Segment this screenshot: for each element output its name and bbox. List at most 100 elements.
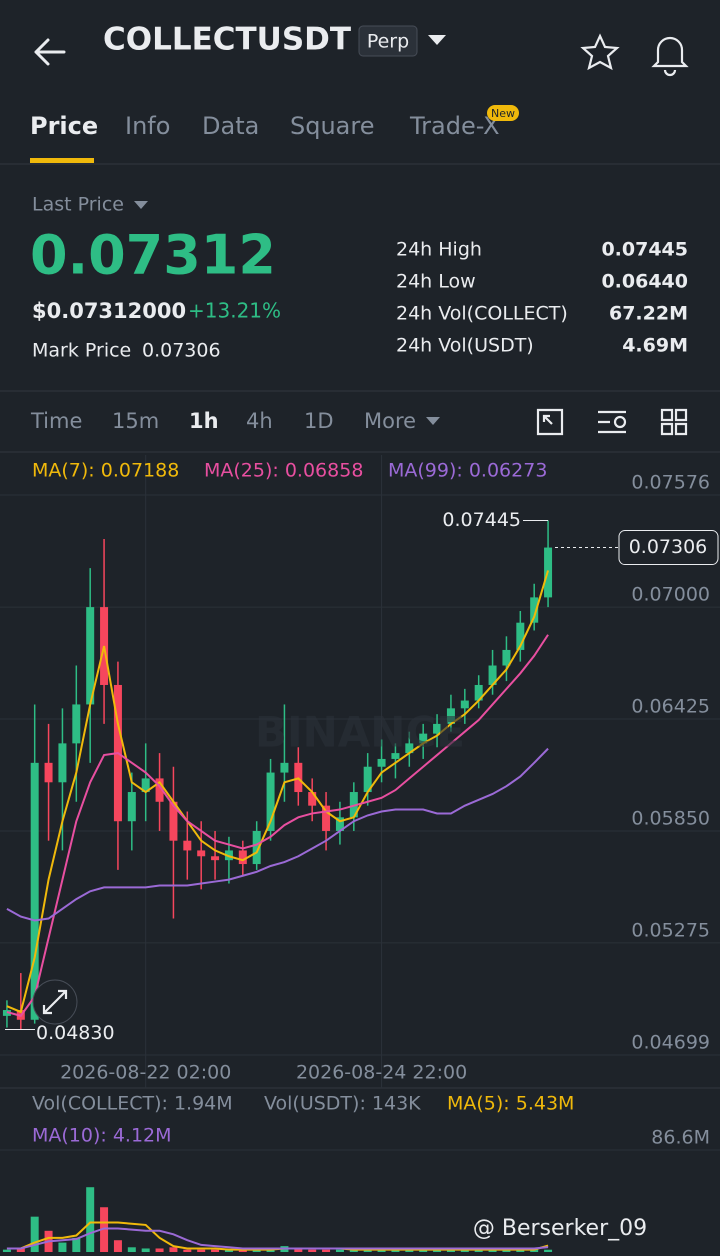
- volume-bar: [377, 1249, 386, 1252]
- volume-bar: [113, 1240, 122, 1252]
- volume-bar: [16, 1248, 25, 1252]
- x-tick-label: 2026-08-24 22:00: [296, 1062, 467, 1084]
- interval[interactable]: 15m: [112, 409, 159, 433]
- stat-value: 67.22M: [609, 303, 688, 325]
- stat-value: 0.07445: [601, 239, 688, 261]
- volume-bar: [72, 1237, 81, 1252]
- candle-body: [502, 649, 511, 666]
- candle-body: [197, 850, 206, 857]
- candle-body: [183, 840, 192, 851]
- symbol-dropdown[interactable]: [428, 35, 446, 45]
- ma-line: [6, 570, 550, 1014]
- last-price-label[interactable]: Last Price: [32, 194, 124, 216]
- usd-price: $0.07312000: [32, 299, 186, 323]
- candle-body: [335, 817, 344, 831]
- volume-bar: [308, 1249, 317, 1252]
- price-chart: 0.07576 0.07000 0.06425 0.05850 0.05275 0.046…: [0, 455, 720, 1088]
- candle-body: [419, 733, 428, 744]
- volume-bar: [433, 1249, 442, 1252]
- y-tick-label: 0.07576: [631, 472, 710, 494]
- candle-body: [141, 778, 150, 793]
- ma-line: [6, 634, 549, 1018]
- x-tick-label: 2026-08-22 02:00: [60, 1062, 231, 1084]
- settings-button[interactable]: [598, 410, 627, 434]
- perp-badge[interactable]: Perp: [367, 31, 409, 53]
- volume-bar: [197, 1249, 206, 1252]
- candle-body: [446, 708, 455, 724]
- tab[interactable]: Square: [290, 112, 375, 140]
- intervals: Time 15m 1h 4h 1D More: [30, 409, 416, 433]
- price-box: [618, 530, 719, 566]
- chart-tool-button[interactable]: [536, 408, 564, 436]
- volume-bar: [224, 1249, 233, 1252]
- stat-label: 24h Low: [396, 271, 476, 293]
- candle-body: [127, 792, 136, 822]
- candle-body: [433, 723, 442, 734]
- volume-chart: 86.6M Vol(COLLECT): 1.94M Vol(USDT): 143K M…: [0, 1093, 720, 1252]
- candle-body: [86, 607, 95, 705]
- volume-legend: MA(5): 5.43M: [447, 1093, 574, 1115]
- ma-line: [6, 747, 549, 922]
- candle-body: [377, 758, 386, 767]
- interval[interactable]: 4h: [246, 409, 273, 433]
- candle-body: [530, 597, 539, 623]
- stat-label: 24h High: [396, 239, 482, 261]
- back-button[interactable]: [34, 38, 66, 66]
- candle-body: [58, 743, 67, 783]
- tab-underline: [30, 158, 94, 163]
- volume-bar: [86, 1187, 95, 1252]
- candle-body: [308, 792, 317, 806]
- dropdown: [134, 201, 148, 209]
- y-tick-label: 0.06425: [631, 696, 710, 718]
- volume-bar: [349, 1249, 358, 1252]
- volume-bar: [474, 1249, 483, 1252]
- mark-price-label: Mark Price: [32, 340, 131, 362]
- tab[interactable]: Trade-X: [409, 112, 500, 140]
- volume-legend: Vol(USDT): 143K: [264, 1093, 421, 1115]
- candle-body: [363, 766, 372, 793]
- y-tick-label: 0.07000: [631, 584, 710, 606]
- symbol-title: COLLECTUSDT: [103, 22, 351, 58]
- candle-body: [30, 762, 39, 1020]
- legend-entry: MA(99): 0.06273: [388, 460, 547, 482]
- interval[interactable]: 1D: [304, 409, 334, 433]
- volume-bar: [460, 1249, 469, 1252]
- stats: 24h High 0.07445 24h Low 0.06440 24h Vol(COL…: [396, 239, 688, 357]
- interval[interactable]: More: [364, 409, 416, 433]
- volume-legend: Vol(COLLECT): 1.94M: [32, 1093, 233, 1115]
- candle-body: [391, 753, 400, 759]
- candle-body: [155, 778, 164, 802]
- tab[interactable]: Data: [202, 112, 259, 140]
- candle-body: [211, 856, 220, 861]
- watermark: BINANCE: [255, 708, 465, 757]
- volume-bar: [502, 1249, 511, 1252]
- volume-bar: [335, 1249, 344, 1252]
- high-marker: 0.07445: [442, 509, 521, 531]
- interval[interactable]: Time: [30, 409, 82, 433]
- favorite-button[interactable]: [580, 33, 620, 71]
- volume-bar: [322, 1249, 331, 1252]
- candle-body: [266, 772, 275, 831]
- volume-bar: [30, 1216, 39, 1252]
- interval[interactable]: 1h: [189, 409, 219, 433]
- tab[interactable]: Price: [30, 112, 98, 140]
- volume-bar: [544, 1249, 553, 1252]
- stat-value: 4.69M: [622, 335, 688, 357]
- volume-bar: [155, 1248, 164, 1252]
- stat-label: 24h Vol(COLLECT): [396, 303, 568, 325]
- candle-body: [280, 762, 289, 773]
- candle-body: [169, 801, 178, 841]
- alert-button[interactable]: [651, 36, 689, 77]
- candle-body: [488, 665, 497, 685]
- last-price: 0.07312: [30, 224, 276, 287]
- footer-credit: @ Berserker_09: [473, 1216, 647, 1241]
- candle-body: [516, 622, 525, 650]
- mark-price: 0.07306: [142, 340, 221, 362]
- tab[interactable]: Info: [125, 112, 170, 140]
- tabs: Price Info Data Square Trade-X: [30, 112, 500, 140]
- price-change: +13.21%: [188, 299, 281, 323]
- candle-body: [460, 700, 469, 709]
- candle-body: [322, 805, 331, 831]
- layout-button[interactable]: [660, 408, 688, 436]
